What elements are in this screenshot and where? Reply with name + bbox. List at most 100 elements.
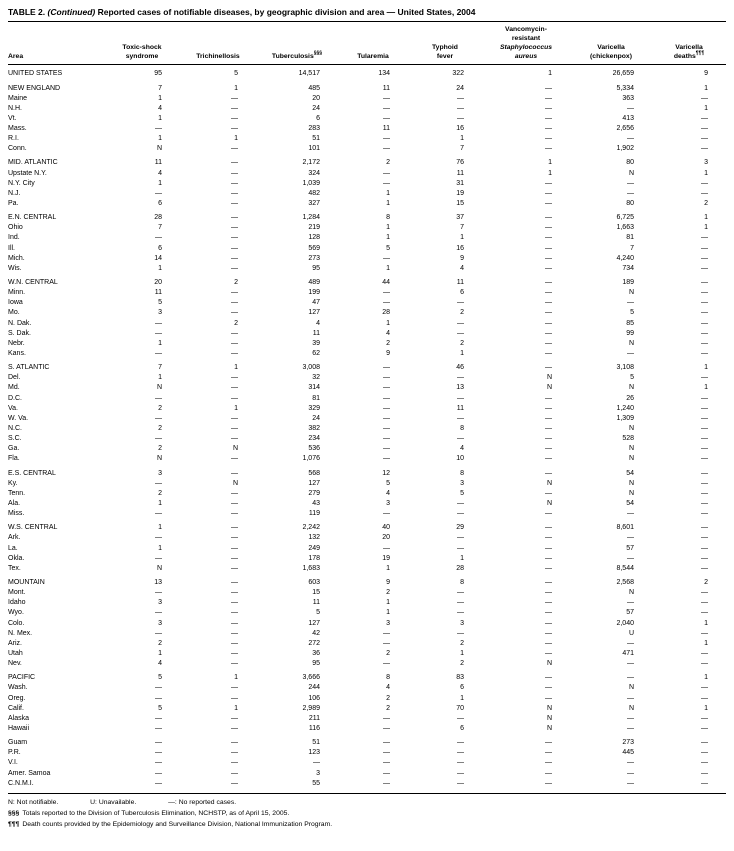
value-cell: — <box>383 510 390 518</box>
table-row: W.S. CENTRAL 1 — 2,242 40 29 — 8,601 — <box>8 519 726 533</box>
division-group: UNITED STATES 95 5 14,517 134 322 1 26,659 9 <box>8 65 726 80</box>
value-cell: 24 <box>312 414 320 422</box>
area-cell: Ark. <box>8 534 21 542</box>
value-cell: — <box>701 145 708 153</box>
value-cell: — <box>701 779 708 787</box>
area-cell: S.C. <box>8 435 22 443</box>
table-row: Tenn. 2 — 279 4 5 — N — <box>8 489 726 499</box>
value-cell: 1 <box>158 649 162 657</box>
table-row: NEW ENGLAND 7 1 485 11 24 — 5,334 1 <box>8 80 726 94</box>
division-group: Guam — — 51 — — — 273 — P.R. — — 123 — — — 445 — V.I. — — — — —… <box>8 734 726 793</box>
value-cell: — <box>545 404 552 412</box>
value-cell: — <box>545 455 552 463</box>
value-cell: — <box>155 234 162 242</box>
value-cell: 1 <box>158 179 162 187</box>
value-cell: — <box>701 599 708 607</box>
value-cell: — <box>383 254 390 262</box>
value-cell: — <box>231 609 238 617</box>
value-cell: 24 <box>456 84 464 92</box>
value-cell: 20 <box>154 279 162 287</box>
table-row: E.N. CENTRAL 28 — 1,284 8 37 — 6,725 1 <box>8 209 726 223</box>
value-cell: — <box>701 404 708 412</box>
table-row: Minn. 11 — 199 — 6 — N — <box>8 288 726 298</box>
value-cell: 132 <box>308 534 320 542</box>
value-cell: — <box>231 724 238 732</box>
value-cell: 2 <box>460 309 464 317</box>
value-cell: 9 <box>704 70 708 78</box>
value-cell: 11 <box>382 125 390 133</box>
value-cell: 1 <box>158 524 162 532</box>
value-cell: 7 <box>158 364 162 372</box>
value-cell: — <box>627 299 634 307</box>
value-cell: 1 <box>704 104 708 112</box>
column-header: Tularemia <box>338 22 408 66</box>
value-cell: — <box>701 649 708 657</box>
value-cell: 1 <box>158 135 162 143</box>
value-cell: 11 <box>456 279 464 287</box>
value-cell: 3,108 <box>616 364 634 372</box>
value-cell: 2 <box>234 319 238 327</box>
table-row: Va. 2 1 329 — 11 — 1,240 — <box>8 404 726 414</box>
area-cell: N.J. <box>8 189 21 197</box>
value-cell: — <box>383 374 390 382</box>
value-cell: 8 <box>386 674 390 682</box>
table-row: Ill. 6 — 569 5 16 — 7 — <box>8 244 726 254</box>
value-cell: — <box>231 524 238 532</box>
value-cell: — <box>231 414 238 422</box>
area-cell: Kans. <box>8 350 26 358</box>
value-cell: U <box>628 629 634 637</box>
value-cell: 1 <box>460 350 464 358</box>
area-cell: Minn. <box>8 289 26 297</box>
value-cell: — <box>701 769 708 777</box>
value-cell: — <box>457 599 464 607</box>
table-row: N. Mex. — — 42 — — — U — <box>8 629 726 639</box>
value-cell: 1 <box>460 554 464 562</box>
value-cell: — <box>155 414 162 422</box>
value-cell: 5 <box>158 704 162 712</box>
value-cell: — <box>457 299 464 307</box>
value-cell: — <box>545 589 552 597</box>
value-cell: — <box>545 224 552 232</box>
table-row: PACIFIC 5 1 3,666 8 83 — — 1 <box>8 669 726 683</box>
area-cell: Pa. <box>8 200 19 208</box>
area-cell: Upstate N.Y. <box>8 169 47 177</box>
value-cell: — <box>545 435 552 443</box>
value-cell: — <box>231 769 238 777</box>
division-group: E.S. CENTRAL 3—568 12 8—54— Ky. — N 127 5 3 N N — Ten… <box>8 465 726 520</box>
table-row: W.N. CENTRAL 20 2 489 44 11 — 189 — <box>8 274 726 288</box>
value-cell: 14,517 <box>298 70 320 78</box>
value-cell: 279 <box>308 489 320 497</box>
value-cell: 9 <box>460 254 464 262</box>
value-cell: 42 <box>312 629 320 637</box>
area-cell: Nev. <box>8 660 22 668</box>
value-cell: 11 <box>456 404 464 412</box>
value-cell: 10 <box>456 455 464 463</box>
value-cell: — <box>545 524 552 532</box>
area-cell: R.I. <box>8 135 19 143</box>
table-row: Conn. N — 101 — 7 — 1,902 — <box>8 144 726 154</box>
area-cell: Mass. <box>8 125 27 133</box>
area-cell: Ky. <box>8 479 18 487</box>
value-cell: — <box>457 759 464 767</box>
value-cell: — <box>545 94 552 102</box>
value-cell: N <box>546 479 552 487</box>
value-cell: 1 <box>158 94 162 102</box>
value-cell: 2 <box>386 339 390 347</box>
value-cell: — <box>155 510 162 518</box>
value-cell: — <box>155 769 162 777</box>
value-cell: — <box>627 350 634 358</box>
value-cell: N <box>232 479 238 487</box>
area-cell: S. ATLANTIC <box>8 364 50 372</box>
table-row: Md. N — 314 — 13 N N 1 <box>8 383 726 393</box>
value-cell: — <box>627 674 634 682</box>
table-row: S.C. — — 234 — — — 528 — <box>8 434 726 444</box>
value-cell: N <box>232 445 238 453</box>
table-row: N.J. — — 482 1 19 — — — <box>8 189 726 199</box>
area-cell: Mo. <box>8 309 20 317</box>
value-cell: — <box>383 135 390 143</box>
value-cell: 189 <box>622 279 634 287</box>
value-cell: — <box>155 684 162 692</box>
value-cell: — <box>155 479 162 487</box>
footnote-symbol: ¶¶¶ <box>8 821 20 829</box>
area-cell: N.C. <box>8 425 22 432</box>
